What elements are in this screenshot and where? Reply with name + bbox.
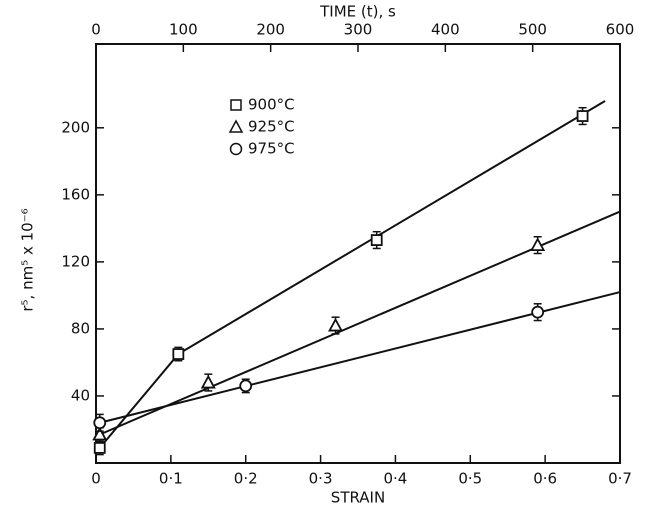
- x-tick-label: 0·6: [533, 470, 557, 488]
- x-tick-label: 0·3: [309, 470, 333, 488]
- data-point: [93, 442, 106, 454]
- x2-tick-label: 200: [256, 21, 285, 39]
- data-point: [172, 348, 185, 360]
- data-point: [576, 110, 589, 122]
- y-tick-label: 40: [71, 386, 90, 404]
- data-point: [370, 234, 383, 246]
- x2-tick-label: 300: [344, 21, 373, 39]
- data-point: [200, 374, 216, 389]
- legend-label: 900°C: [248, 96, 295, 114]
- legend-marker: [229, 142, 243, 156]
- legend-label: 975°C: [248, 140, 295, 158]
- x2-axis-label: TIME (t), s: [319, 3, 396, 21]
- data-point: [92, 426, 108, 441]
- x-tick-label: 0·4: [383, 470, 407, 488]
- data-point: [239, 379, 253, 393]
- x-tick-label: 0: [91, 470, 101, 488]
- x2-tick-label: 100: [169, 21, 198, 39]
- y-tick-label: 80: [71, 319, 90, 337]
- legend-marker: [230, 99, 242, 111]
- x-tick-label: 0·5: [458, 470, 482, 488]
- x2-tick-label: 0: [91, 21, 101, 39]
- x2-tick-label: 400: [431, 21, 460, 39]
- data-point: [531, 305, 545, 319]
- data-point: [328, 317, 344, 332]
- y-tick-label: 120: [61, 252, 90, 270]
- x-tick-label: 0·1: [159, 470, 183, 488]
- legend-label: 925°C: [248, 118, 295, 136]
- data-point: [93, 416, 107, 430]
- x2-tick-label: 500: [518, 21, 547, 39]
- y-tick-label: 160: [61, 185, 90, 203]
- x-tick-label: 0·7: [608, 470, 632, 488]
- y-tick-label: 200: [61, 118, 90, 136]
- legend-marker: [228, 119, 244, 133]
- x-tick-label: 0·2: [234, 470, 258, 488]
- y-axis-label: r⁵, nm⁵ x 10⁻⁶: [19, 208, 37, 311]
- x2-tick-label: 600: [606, 21, 635, 39]
- x-axis-label: STRAIN: [331, 489, 385, 507]
- data-point: [530, 237, 546, 252]
